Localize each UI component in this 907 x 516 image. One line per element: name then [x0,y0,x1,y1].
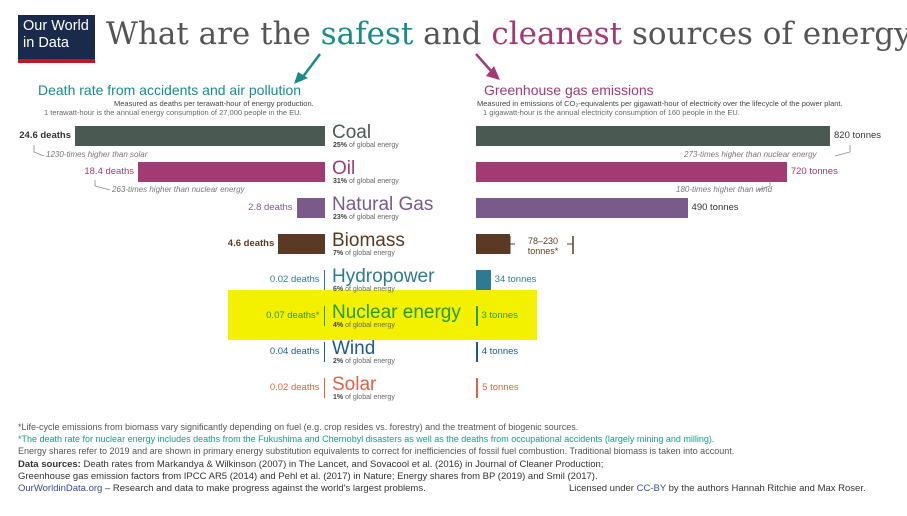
right-panel-sub1: Measured in emissions of CO₂-equivalents… [477,99,843,108]
left-panel-sub2: 1 terawatt-hour is the annual energy con… [44,108,302,117]
death-label: 2.8 deaths [248,202,293,213]
energy-share: 2% of global energy [333,358,395,365]
source-name: Natural Gas [332,194,434,215]
energy-share: 25% of global energy [333,142,399,149]
death-bar [138,162,325,182]
emissions-label: 720 tonnes [790,166,838,177]
biomass-range-label: 78–230 tonnes* [523,236,563,256]
source-name: Oil [332,158,356,179]
data-sources-line2: Greenhouse gas emission factors from IPC… [18,471,598,482]
biomass-range-top: 78–230 [527,236,559,246]
emissions-bar [476,342,478,362]
emissions-label: 4 tonnes [481,346,519,357]
death-label: 0.02 deaths [269,382,320,393]
license-pre: Licensed under [569,483,637,494]
title-part: and [413,16,492,52]
death-label: 18.4 deaths [84,166,135,177]
death-bar [323,378,325,398]
license-post: by the authors Hannah Ritchie and Max Ro… [666,483,866,494]
energy-share: 4% of global energy [333,322,395,329]
tagline: – Research and data to make progress aga… [102,483,426,494]
source-name: Hydropower [332,266,435,287]
energy-share: 6% of global energy [333,286,395,293]
energy-share-value: 1% [333,394,344,401]
source-name: Wind [332,338,376,359]
license-line: Licensed under CC-BY by the authors Hann… [569,483,866,494]
page-title: What are the safest and cleanest sources… [106,16,907,52]
oil-emissions-annotation: 180-times higher than wind [676,185,773,194]
title-part: What are the [106,16,321,52]
left-panel-title: Death rate from accidents and air pollut… [38,82,302,98]
emissions-label: 490 tonnes [691,202,739,213]
right-panel-sub2: 1 gigawatt-hour is the annual electricit… [483,108,740,117]
source-name: Solar [332,374,377,395]
energy-share: 31% of global energy [333,178,399,185]
coal-emissions-annotation: 273-times higher than nuclear energy [684,150,817,159]
nuclear-highlight [228,290,537,340]
biomass-range-bottom: tonnes* [527,246,559,256]
footnote-biomass: *Life-cycle emissions from biomass vary … [18,422,579,432]
energy-share-value: 31% [333,178,348,185]
data-sources-text1: Death rates from Markandya & Wilkinson (… [80,459,604,470]
oil-deaths-annotation: 263-times higher than nuclear energy [112,185,245,194]
death-bar [296,198,325,218]
death-bar [75,126,325,146]
emissions-bar [476,270,491,290]
energy-share-value: 2% [333,358,344,365]
source-name: Coal [332,122,372,143]
death-label: 0.07 deaths* [266,310,320,321]
energy-share-value: 4% [333,322,344,329]
death-label: 0.04 deaths [269,346,320,357]
emissions-bar [476,198,688,218]
left-panel-sub1: Measured as deaths per terawatt-hour of … [114,99,314,108]
pointer-arrows [294,53,500,84]
death-label: 24.6 deaths [19,130,71,141]
source-name: Biomass [332,230,405,251]
license-link[interactable]: CC-BY [636,483,666,494]
energy-share: 1% of global energy [333,394,395,401]
energy-share: 7% of global energy [333,250,395,257]
death-label: 0.02 deaths [269,274,320,285]
owid-logo[interactable]: Our World in Data [18,15,95,62]
death-bar [323,270,325,290]
emissions-label: 5 tonnes [482,382,519,393]
death-bar [323,306,325,326]
emissions-bar [476,162,787,182]
energy-share-value: 23% [333,214,348,221]
energy-share: 23% of global energy [333,214,399,221]
title-cleanest: cleanest [491,16,623,52]
emissions-bar [476,378,479,398]
energy-share-value: 7% [333,250,344,257]
emissions-label: 820 tonnes [834,130,882,141]
emissions-bar [476,234,510,254]
site-line: OurWorldinData.org – Research and data t… [18,483,426,494]
energy-share-value: 25% [333,142,348,149]
biomass-range-bracket [509,236,574,254]
emissions-bar [476,306,478,326]
site-link[interactable]: OurWorldinData.org [18,483,103,494]
title-part: sources of energy? [622,16,907,52]
death-bar [323,342,325,362]
coal-deaths-annotation: 1230-times higher than solar [46,150,148,159]
title-safest: safest [320,16,414,52]
death-bar [278,234,325,254]
logo-line1: Our World [23,18,89,34]
energy-share-value: 6% [333,286,344,293]
emissions-label: 34 tonnes [494,274,537,285]
logo-line2: in Data [23,35,69,51]
emissions-bar [476,126,830,146]
right-panel-title: Greenhouse gas emissions [484,82,654,98]
emissions-label: 3 tonnes [481,310,518,321]
footnote-nuclear: *The death rate for nuclear energy inclu… [18,434,715,444]
footnote-energy-shares: Energy shares refer to 2019 and are show… [18,446,735,456]
data-sources-label: Data sources: [18,459,81,470]
logo-accent-bar [18,59,95,63]
source-name: Nuclear energy [332,302,461,323]
data-sources-line1: Data sources: Death rates from Markandya… [18,459,603,470]
death-label: 4.6 deaths [227,238,275,249]
